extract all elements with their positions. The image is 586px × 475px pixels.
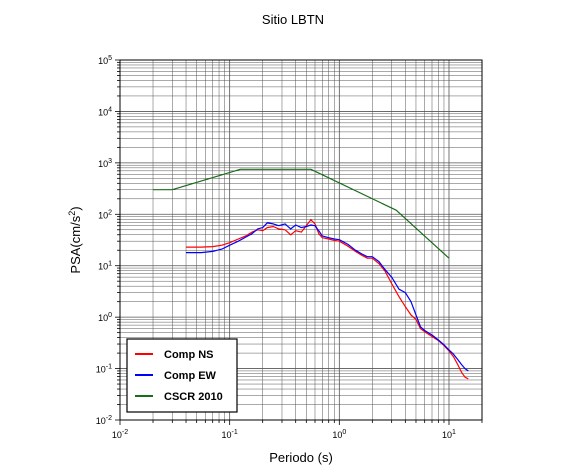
y-tick-label-exp: -1	[106, 364, 112, 371]
chart-title: Sitio LBTN	[262, 12, 324, 27]
y-tick-label-base: 10	[96, 416, 106, 426]
plot-frame	[119, 59, 483, 421]
x-tick-label-exp: 1	[452, 429, 456, 436]
y-tick-label: 10-1	[96, 364, 112, 375]
y-tick-label: 10-2	[96, 415, 112, 426]
y-tick-label-exp: 0	[108, 312, 112, 319]
plot-grid	[119, 59, 483, 421]
y-tick-label-exp: 3	[108, 158, 112, 165]
y-axis-label: PSA(cm/s2)	[67, 206, 83, 273]
y-tick-label-base: 10	[98, 262, 108, 272]
legend-label-comp-ew: Comp EW	[164, 370, 217, 382]
series-line-comp-ew	[186, 222, 469, 372]
y-tick-label-exp: 5	[108, 55, 112, 62]
legend: Comp NS Comp EW CSCR 2010	[126, 338, 238, 413]
x-tick-label-base: 10	[112, 430, 122, 440]
y-tick-label: 104	[98, 106, 112, 117]
y-axis-label-sup: 2	[67, 211, 77, 216]
y-tick-label-base: 10	[98, 159, 108, 169]
x-tick-label: 10-1	[222, 429, 238, 440]
legend-label-cscr-2010: CSCR 2010	[164, 391, 223, 403]
x-tick-label: 100	[332, 429, 346, 440]
x-tick-label: 101	[442, 429, 456, 440]
series-line-cscr-2010	[153, 168, 450, 259]
x-tick-label-exp: -1	[232, 429, 238, 436]
y-tick-label-base: 10	[98, 210, 108, 220]
y-axis-label-base: PSA(cm/s	[68, 215, 83, 273]
y-tick-label-exp: 2	[108, 209, 112, 216]
x-tick-label-exp: 0	[342, 429, 346, 436]
legend-label-comp-ns: Comp NS	[164, 349, 214, 361]
x-tick-label-base: 10	[332, 430, 342, 440]
y-axis-label-close: )	[68, 206, 83, 210]
y-tick-label-exp: 1	[108, 261, 112, 268]
y-tick-label: 102	[98, 209, 112, 220]
y-tick-label-base: 10	[98, 107, 108, 117]
y-tick-label-base: 10	[98, 313, 108, 323]
x-tick-label: 10-2	[112, 429, 128, 440]
x-tick-label-exp: -2	[122, 429, 128, 436]
y-tick-label: 101	[98, 261, 112, 272]
y-tick-label-exp: 4	[108, 106, 112, 113]
y-tick-label: 100	[98, 312, 112, 323]
y-tick-label-base: 10	[96, 365, 106, 375]
series-lines	[153, 168, 469, 380]
x-axis-label: Periodo (s)	[269, 450, 333, 465]
y-tick-label-exp: -2	[106, 415, 112, 422]
y-tick-label: 103	[98, 158, 112, 169]
y-tick-label-base: 10	[98, 56, 108, 66]
y-tick-label: 105	[98, 55, 112, 66]
x-tick-label-base: 10	[222, 430, 232, 440]
x-tick-label-base: 10	[442, 430, 452, 440]
